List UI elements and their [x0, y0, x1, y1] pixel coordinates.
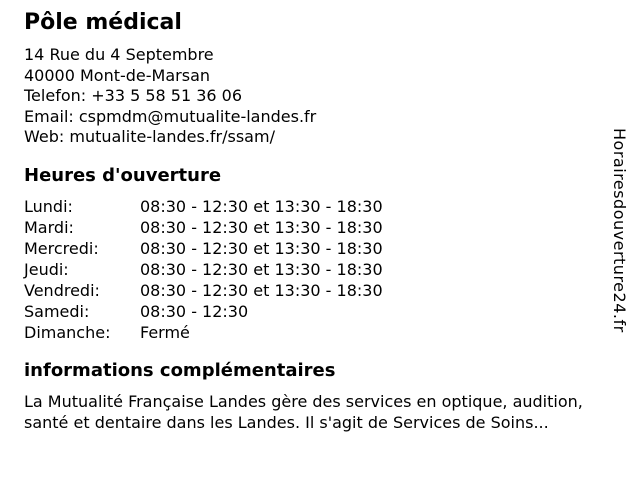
additional-info-line: La Mutualité Française Landes gère des s…: [24, 391, 583, 411]
time-value: 08:30 - 12:30 et 13:30 - 18:30: [140, 196, 383, 216]
address-street: 14 Rue du 4 Septembre: [24, 45, 214, 64]
additional-info-line: santé et dentaire dans les Landes. Il s'…: [24, 412, 549, 432]
opening-hours-row-thursday: Jeudi: 08:30 - 12:30 et 13:30 - 18:30: [24, 259, 640, 280]
day-label: Lundi:: [24, 196, 73, 216]
time-value: 08:30 - 12:30 et 13:30 - 18:30: [140, 217, 383, 237]
opening-hours-row-saturday: Samedi: 08:30 - 12:30: [24, 301, 640, 322]
site-watermark-vertical: Horairesdouverture24.fr: [610, 128, 629, 333]
day-label: Dimanche:: [24, 322, 111, 342]
opening-hours-row-wednesday: Mercredi: 08:30 - 12:30 et 13:30 - 18:30: [24, 238, 640, 259]
phone-line: Telefon: +33 5 58 51 36 06: [24, 86, 243, 105]
time-value: 08:30 - 12:30: [140, 301, 249, 321]
time-value: 08:30 - 12:30 et 13:30 - 18:30: [140, 238, 383, 258]
opening-hours-table: Lundi: 08:30 - 12:30 et 13:30 - 18:30 Mar…: [24, 196, 640, 343]
opening-hours-row-sunday: Dimanche: Fermé: [24, 322, 640, 343]
business-name-title: Pôle médical: [24, 10, 182, 35]
additional-info-heading: informations complémentaires: [24, 359, 336, 381]
opening-hours-heading: Heures d'ouverture: [24, 164, 222, 186]
time-value: Fermé: [140, 322, 190, 342]
address-city: 40000 Mont-de-Marsan: [24, 65, 211, 85]
contact-block: 14 Rue du 4 Septembre 40000 Mont-de-Mars…: [24, 45, 640, 148]
day-label: Mercredi:: [24, 238, 99, 258]
website-line: Web: mutualite-landes.fr/ssam/: [24, 127, 275, 146]
day-label: Jeudi:: [24, 259, 69, 279]
opening-hours-row-monday: Lundi: 08:30 - 12:30 et 13:30 - 18:30: [24, 196, 640, 217]
email-line: Email: cspmdm@mutualite-landes.fr: [24, 106, 317, 126]
time-value: 08:30 - 12:30 et 13:30 - 18:30: [140, 259, 383, 279]
additional-info-text: La Mutualité Française Landes gère des s…: [24, 391, 640, 433]
listing-content: Pôle médical 14 Rue du 4 Septembre 40000…: [24, 10, 640, 433]
day-label: Samedi:: [24, 301, 90, 321]
day-label: Mardi:: [24, 217, 74, 237]
opening-hours-row-friday: Vendredi: 08:30 - 12:30 et 13:30 - 18:30: [24, 280, 640, 301]
opening-hours-row-tuesday: Mardi: 08:30 - 12:30 et 13:30 - 18:30: [24, 217, 640, 238]
time-value: 08:30 - 12:30 et 13:30 - 18:30: [140, 280, 383, 300]
day-label: Vendredi:: [24, 280, 100, 300]
